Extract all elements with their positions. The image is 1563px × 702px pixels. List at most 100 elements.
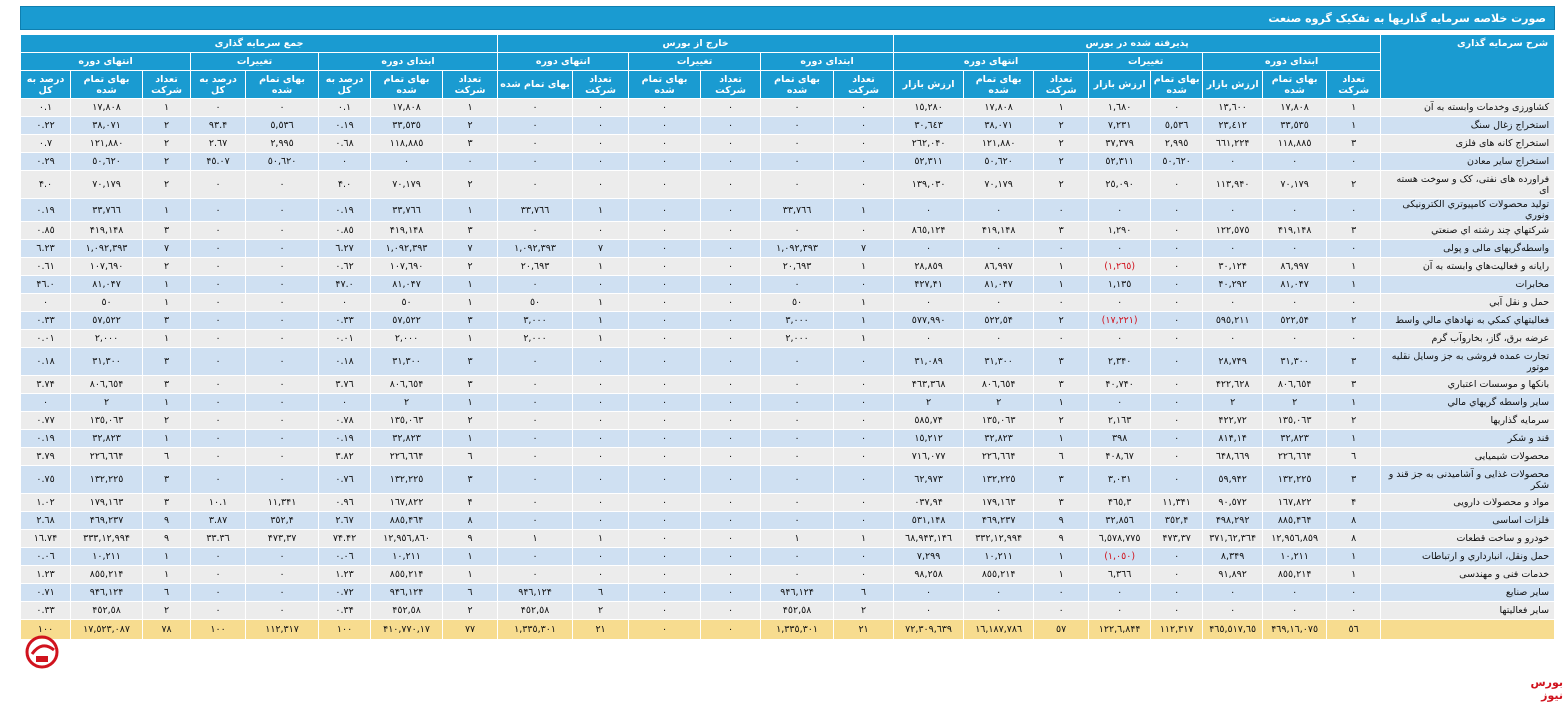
- value-cell: ٦٥۴,٨٠٦: [370, 375, 444, 394]
- table-row: خدمات فنی و مهندسی ١ ٢١۴,٨٥٥ ٩١,٨٩٢ ٠ ٦,٣٦٦ ١ ٢…: [19, 565, 1556, 584]
- value-cell: ٧٠,١٧٩: [1262, 170, 1328, 199]
- value-cell: ١: [442, 565, 499, 584]
- value-cell: ١٣٢,٢٢٥: [70, 465, 144, 494]
- value-cell: ٧٢,۴٢٢: [1202, 411, 1264, 430]
- value-cell: ٩۴,٠٣٧: [893, 493, 965, 512]
- value-cell: ٢: [1033, 411, 1090, 430]
- value-cell: ١: [1033, 429, 1090, 448]
- value-cell: ٠: [1033, 583, 1090, 602]
- value-cell: ٠: [1088, 329, 1152, 348]
- value-cell: ٣٣,٧٦٦: [70, 198, 144, 222]
- value-cell: ٢٢۴,٦٦١: [1202, 134, 1264, 153]
- value-cell: ٠.٦٢: [318, 257, 372, 276]
- value-cell: ٢٣,٤١٢: [1202, 116, 1264, 135]
- value-cell: ٠: [700, 511, 762, 530]
- value-cell: ٦٥,۴٦٥,٥١٧: [1202, 619, 1264, 640]
- value-cell: ٠: [833, 493, 895, 512]
- value-cell: ١: [142, 547, 192, 566]
- value-cell: ٣٧,٣٧٩: [1088, 134, 1152, 153]
- value-cell: ١: [442, 293, 499, 312]
- value-cell: ١: [142, 198, 192, 222]
- value-cell: ١٣٢,٢٢٥: [370, 465, 444, 494]
- industry-name-cell: سرمایه گذاریها: [1380, 411, 1556, 430]
- col-header-count: تعداد شرکت: [1326, 70, 1382, 99]
- value-cell: ١: [442, 547, 499, 566]
- value-cell: ٠: [1150, 429, 1204, 448]
- value-cell: ٠: [1202, 198, 1264, 222]
- value-cell: ٠: [245, 411, 320, 430]
- value-cell: ٠: [1150, 257, 1204, 276]
- value-cell: ٠: [190, 375, 247, 394]
- value-cell: ١: [1326, 98, 1382, 117]
- value-cell: ٠: [833, 152, 895, 171]
- value-cell: ٠.٧١: [19, 583, 72, 602]
- value-cell: ٠: [190, 547, 247, 566]
- value-cell: ٦: [833, 583, 895, 602]
- value-cell: ٧٨: [142, 619, 192, 640]
- value-cell: ١: [1033, 547, 1090, 566]
- value-cell: ١٣٥,٠٦٣: [370, 411, 444, 430]
- value-cell: (١,٠٥٠): [1088, 547, 1152, 566]
- value-cell: ٥٦: [1326, 619, 1382, 640]
- value-cell: ٨,٣۴٩: [1202, 547, 1264, 566]
- value-cell: ٣,٠٠٠: [760, 311, 835, 330]
- value-cell: ٠: [1088, 293, 1152, 312]
- value-cell: ٠: [700, 393, 762, 412]
- value-cell: ١٢١,٨٨٠: [963, 134, 1035, 153]
- value-cell: ١۴٨,۴١٩: [1262, 221, 1328, 240]
- value-cell: ٠: [497, 98, 574, 117]
- value-cell: ٩: [1033, 529, 1090, 548]
- value-cell: ٥۴,٥٢٢: [963, 311, 1035, 330]
- table-row: مواد و محصولات دارویی ۴ ١٦٧,٨٢٢ ٩٠,٥٧٢ ١١,٣۴…: [19, 493, 1556, 512]
- value-cell: ٣,۴٦٥: [1088, 493, 1152, 512]
- value-cell: ٣: [1033, 347, 1090, 376]
- value-cell: ٢٨,٨٥٩: [893, 257, 965, 276]
- value-cell: ٠: [1150, 547, 1204, 566]
- table-row: تولید محصولات کامپیوتري الکترونیکی ونوري…: [19, 198, 1556, 222]
- value-cell: ٢: [442, 116, 499, 135]
- table-row: محصولات شیمیایی ٦ ٦٦۴,٢٢٦ ٦۴٨,٦٦٩ ٠ ٦٧,۴٠٨ ٦ ٦٦…: [19, 447, 1556, 466]
- value-cell: ٠.١٩: [318, 429, 372, 448]
- value-cell: ٠.٦٨: [318, 134, 372, 153]
- value-cell: ١: [833, 311, 895, 330]
- value-cell: ٠: [318, 293, 372, 312]
- value-cell: ٠: [572, 152, 630, 171]
- value-cell: ٠: [497, 116, 574, 135]
- value-cell: ٠: [833, 411, 895, 430]
- table-row: فراورده های نفتی، کک و سوخت هسته ای ٢ ٧٠,١…: [19, 170, 1556, 199]
- value-cell: ١١٢,٣١٧: [1150, 619, 1204, 640]
- value-cell: ١٣٢,٢٢٥: [1262, 465, 1328, 494]
- value-cell: ٠: [963, 198, 1035, 222]
- value-cell: ٠: [572, 565, 630, 584]
- value-cell: ٢: [442, 411, 499, 430]
- table-row: عرضه برق، گاز، بخاروآب گرم ٠ ٠ ٠ ٠ ٠ ٠ ٠ ٠ ١ ٢,٠٠٠…: [19, 329, 1556, 348]
- brand-label: بورس نیوز: [1530, 676, 1563, 702]
- value-cell: ٦: [442, 583, 499, 602]
- value-cell: ٠: [628, 293, 702, 312]
- value-cell: ٠: [700, 198, 762, 222]
- value-cell: ٠: [628, 329, 702, 348]
- value-cell: ٠: [190, 601, 247, 620]
- value-cell: ٣.٧٦: [318, 375, 372, 394]
- value-cell: ٠: [190, 239, 247, 258]
- value-cell: ٠: [245, 429, 320, 448]
- value-cell: ٠: [760, 565, 835, 584]
- value-cell: ٠: [190, 329, 247, 348]
- value-cell: ٠: [833, 429, 895, 448]
- value-cell: ٠: [190, 465, 247, 494]
- value-cell: ٦٢,٣٦۴,٣٧١: [1202, 529, 1264, 548]
- value-cell: ٦٥۴,٨٠٦: [70, 375, 144, 394]
- table-body: کشاورزی وخدمات وابسته به آن ١ ١٧,٨٠٨ ١٣,٦٠٠…: [19, 98, 1556, 640]
- value-cell: ٠: [760, 393, 835, 412]
- value-cell: ٠: [190, 583, 247, 602]
- value-cell: ٠.٠٦: [318, 547, 372, 566]
- value-cell: (١,٢٦٥): [1088, 257, 1152, 276]
- value-cell: ٠.٣۴: [318, 601, 372, 620]
- value-cell: ٥٩,٩۴٢: [1202, 465, 1264, 494]
- value-cell: ٠: [190, 411, 247, 430]
- value-cell: ٠: [497, 411, 574, 430]
- value-cell: ٠: [700, 293, 762, 312]
- value-cell: ١٠٧,٦٩٠: [70, 257, 144, 276]
- col-header-pct: درصد به کل: [318, 70, 372, 99]
- value-cell: ٠: [628, 601, 702, 620]
